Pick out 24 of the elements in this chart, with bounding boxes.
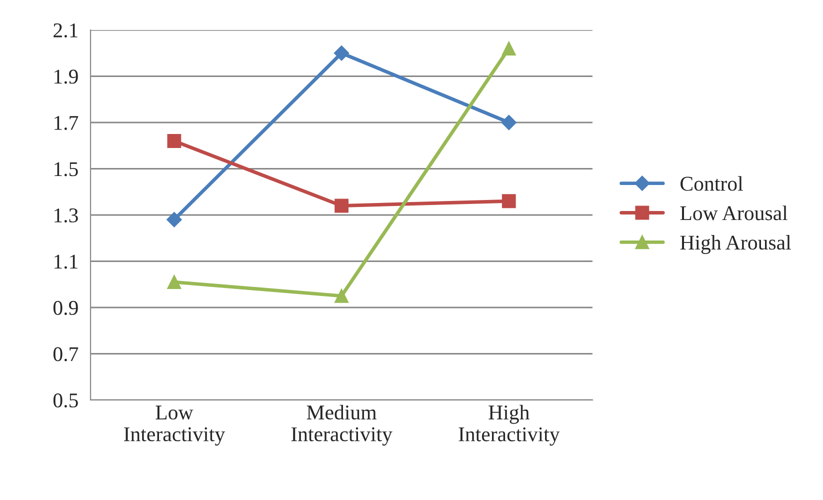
point [167,275,182,290]
y-tick-label: 0.9 [53,300,78,316]
y-tick-label: 1.1 [54,254,78,269]
point [502,194,516,208]
point [167,134,182,148]
x-tick-label: Medium Interactivity [291,404,392,446]
y-tick-label: 1.9 [54,70,78,84]
y-tick-label: 1.3 [54,208,78,223]
y-tick-label: 0.7 [53,347,78,362]
point [334,46,350,61]
legend-label: Control [680,176,743,191]
y-tick-label: 1.7 [54,116,78,130]
x-tick-label: High Interactivity [458,404,560,446]
point [334,198,348,213]
point [334,288,348,303]
y-tick-label: 0.5 [53,393,78,408]
point [166,212,182,228]
y-tick-label: 1.5 [54,162,78,176]
x-tick-label: Low Interactivity [124,406,226,446]
y-tick-label: 2.1 [54,23,78,38]
legend-label: High Arousal [680,235,791,254]
point [501,114,516,130]
point [502,42,516,56]
legend-label: Low Arousal [680,206,788,220]
